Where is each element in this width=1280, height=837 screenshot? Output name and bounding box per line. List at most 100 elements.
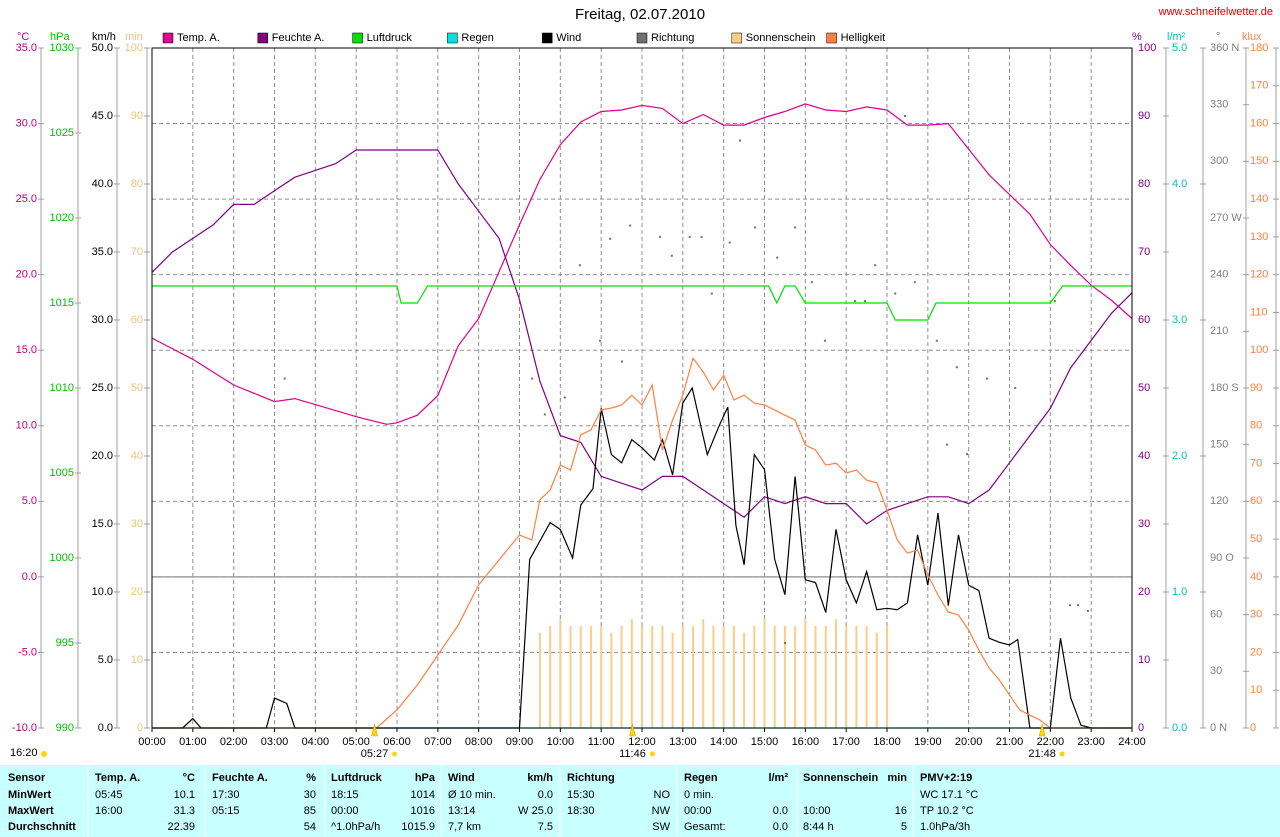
axis-unit: °C — [17, 31, 29, 43]
table-cell: 17:30 — [212, 789, 240, 801]
table-cell: hPa — [415, 772, 436, 784]
table-cell: 54 — [304, 821, 316, 833]
sunshine-bar — [732, 626, 735, 728]
y-tick-label: 45.0 — [92, 110, 113, 122]
table-cell: 16 — [895, 805, 907, 817]
direction-dot — [670, 254, 673, 257]
table-cell: TP 10.2 °C — [920, 805, 974, 817]
y-tick-label: 2.0 — [1172, 450, 1187, 462]
x-tick-label: 00:00 — [138, 736, 166, 748]
table-cell: 5 — [901, 821, 907, 833]
sunshine-bar — [538, 632, 541, 728]
sunshine-bar — [579, 626, 582, 728]
table-cell: Richtung — [567, 772, 615, 784]
y-tick-label: 100 — [125, 42, 143, 54]
direction-dot — [935, 339, 938, 342]
direction-dot — [1077, 604, 1080, 607]
y-tick-label: 20 — [131, 586, 143, 598]
y-tick-label: 120 — [1250, 269, 1268, 281]
direction-dot — [578, 264, 581, 267]
y-tick-label: 170 — [1250, 80, 1268, 92]
sunshine-bar — [671, 632, 674, 728]
sunshine-bar — [773, 626, 776, 728]
legend-swatch — [162, 32, 174, 44]
sun-icon — [1059, 751, 1065, 757]
direction-dot — [1086, 609, 1089, 612]
y-tick-label: 4.0 — [1172, 178, 1187, 190]
direction-dot — [966, 453, 969, 456]
y-tick-label: 70 — [1250, 457, 1262, 469]
sunshine-bar — [794, 626, 797, 728]
direction-dot — [810, 281, 813, 284]
x-tick-label: 12:00 — [628, 736, 656, 748]
table-cell: 1016 — [411, 805, 435, 817]
axis-unit: l/m² — [1167, 31, 1186, 43]
sun-marker — [371, 723, 378, 737]
table-cell: min — [887, 772, 907, 784]
y-tick-label: 35.0 — [92, 246, 113, 258]
x-tick-label: 22:00 — [1037, 736, 1065, 748]
table-cell: 85 — [304, 805, 316, 817]
x-tick-label: 04:00 — [302, 736, 330, 748]
y-tick-label: 30 — [1210, 665, 1222, 677]
direction-dot — [728, 241, 731, 244]
y-tick-label: 30 — [1250, 609, 1262, 621]
y-tick-label: 90 O — [1210, 552, 1234, 564]
chart-title: Freitag, 02.07.2010 — [575, 6, 705, 23]
table-cell: 15:30 — [567, 789, 595, 801]
y-tick-label: 20 — [1250, 646, 1262, 658]
y-tick-label: 10 — [131, 654, 143, 666]
x-tick-label: 01:00 — [179, 736, 207, 748]
sun-icon — [392, 751, 398, 757]
direction-dot — [863, 300, 866, 303]
axis-unit: km/h — [92, 31, 116, 43]
table-cell: 7,7 km — [448, 821, 481, 833]
y-tick-label: 1025 — [50, 127, 74, 139]
direction-dot — [531, 377, 534, 380]
y-tick-label: 80 — [131, 178, 143, 190]
sunshine-bar — [692, 626, 695, 728]
y-tick-label: 70 — [131, 246, 143, 258]
table-cell: 00:00 — [331, 805, 359, 817]
sunshine-bar — [620, 626, 623, 728]
y-tick-label: 70 — [1138, 246, 1150, 258]
table-cell: Wind — [448, 772, 475, 784]
y-tick-label: 150 — [1250, 155, 1268, 167]
table-cell: 18:30 — [567, 805, 595, 817]
sun-time: 11:46 — [619, 748, 646, 760]
direction-dot — [710, 292, 713, 295]
table-cell: PMV+2:19 — [920, 772, 972, 784]
y-tick-label: 35.0 — [16, 42, 37, 54]
sun-time: 05:27 — [361, 748, 389, 760]
direction-dot — [563, 396, 566, 399]
x-tick-label: 13:00 — [669, 736, 697, 748]
y-tick-label: 0.0 — [22, 571, 37, 583]
y-tick-label: 60 — [1138, 314, 1150, 326]
axis-unit: hPa — [50, 31, 70, 43]
sunshine-bar — [875, 632, 878, 728]
x-tick-label: 02:00 — [220, 736, 248, 748]
direction-dot — [283, 377, 286, 380]
y-tick-label: 10 — [1250, 684, 1262, 696]
direction-dot — [894, 292, 897, 295]
y-tick-label: 210 — [1210, 325, 1228, 337]
direction-dot — [783, 642, 786, 644]
x-tick-label: 06:00 — [383, 736, 411, 748]
table-cell: 8:44 h — [803, 821, 834, 833]
site-link[interactable]: www.schneifelwetter.de — [1158, 6, 1273, 18]
sunshine-bar — [712, 626, 715, 728]
y-tick-label: 1020 — [50, 212, 74, 224]
x-tick-label: 03:00 — [261, 736, 289, 748]
direction-dot — [776, 256, 779, 259]
sunshine-bar — [824, 626, 827, 728]
y-tick-label: 100 — [1250, 344, 1268, 356]
direction-dot — [543, 413, 546, 416]
table-cell: MinWert — [8, 789, 52, 801]
legend-label: Luftdruck — [367, 32, 413, 44]
direction-dot — [658, 235, 661, 238]
x-tick-label: 17:00 — [832, 736, 860, 748]
table-cell: 16:00 — [95, 805, 123, 817]
y-tick-label: 300 — [1210, 155, 1228, 167]
table-cell: Sensor — [8, 772, 46, 784]
